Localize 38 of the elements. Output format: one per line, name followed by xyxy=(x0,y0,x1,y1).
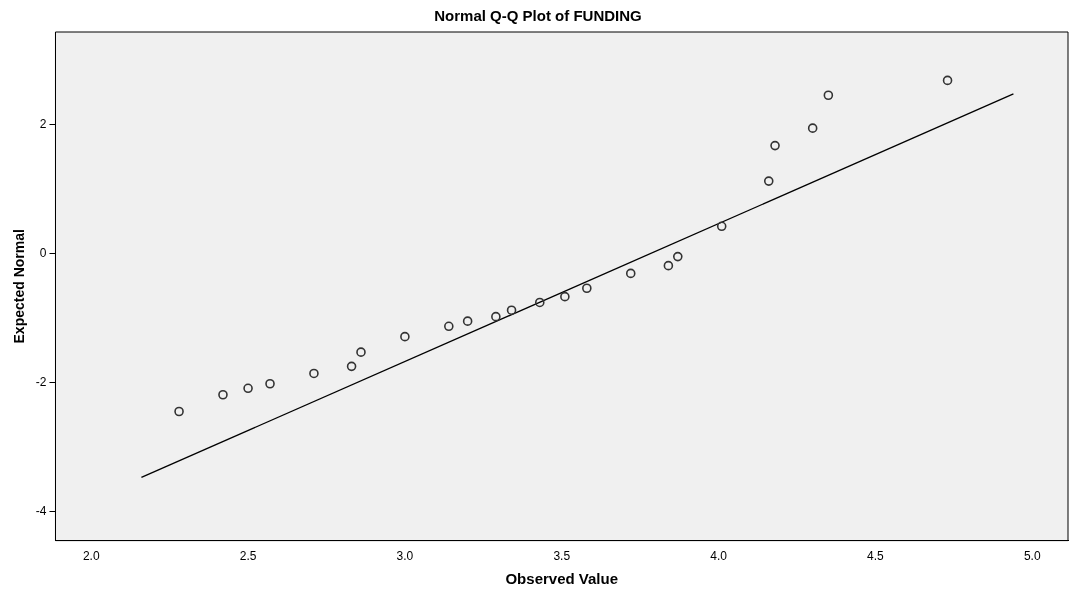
x-axis-title: Observed Value xyxy=(505,570,619,588)
x-tick-label: 5.0 xyxy=(1023,549,1041,564)
x-tick-label: 4.5 xyxy=(867,549,885,564)
point xyxy=(462,316,473,326)
point xyxy=(823,90,834,101)
point xyxy=(534,297,545,308)
point xyxy=(807,123,818,133)
point xyxy=(400,331,410,342)
point xyxy=(560,291,570,302)
x-tick-label: 4.0 xyxy=(710,549,728,564)
point xyxy=(243,383,253,394)
x-tick-label: 2.0 xyxy=(82,549,100,564)
point xyxy=(625,268,636,279)
point xyxy=(218,389,228,400)
chart-title: Normal Q-Q Plot of FUNDING xyxy=(434,7,642,25)
x-tick-label: 3.0 xyxy=(396,549,414,564)
point xyxy=(346,361,357,372)
point xyxy=(763,176,774,186)
y-tick-label: -2 xyxy=(35,374,47,389)
x-tick-label: 2.5 xyxy=(239,549,257,564)
y-axis-title: Expected Normal xyxy=(11,229,28,344)
point xyxy=(265,378,275,389)
point xyxy=(663,260,674,271)
y-tick-label: 0 xyxy=(39,245,47,260)
point xyxy=(309,368,319,379)
x-tick-label: 3.5 xyxy=(553,549,571,564)
point xyxy=(942,75,953,86)
point xyxy=(356,347,366,357)
point xyxy=(174,406,184,417)
point xyxy=(491,311,501,322)
y-tick-label: -4 xyxy=(35,503,47,518)
point xyxy=(444,321,454,332)
point xyxy=(506,305,517,315)
point xyxy=(770,140,780,151)
y-tick-label: 2 xyxy=(39,116,47,131)
point xyxy=(582,283,592,294)
point xyxy=(716,221,727,232)
point xyxy=(672,251,683,262)
